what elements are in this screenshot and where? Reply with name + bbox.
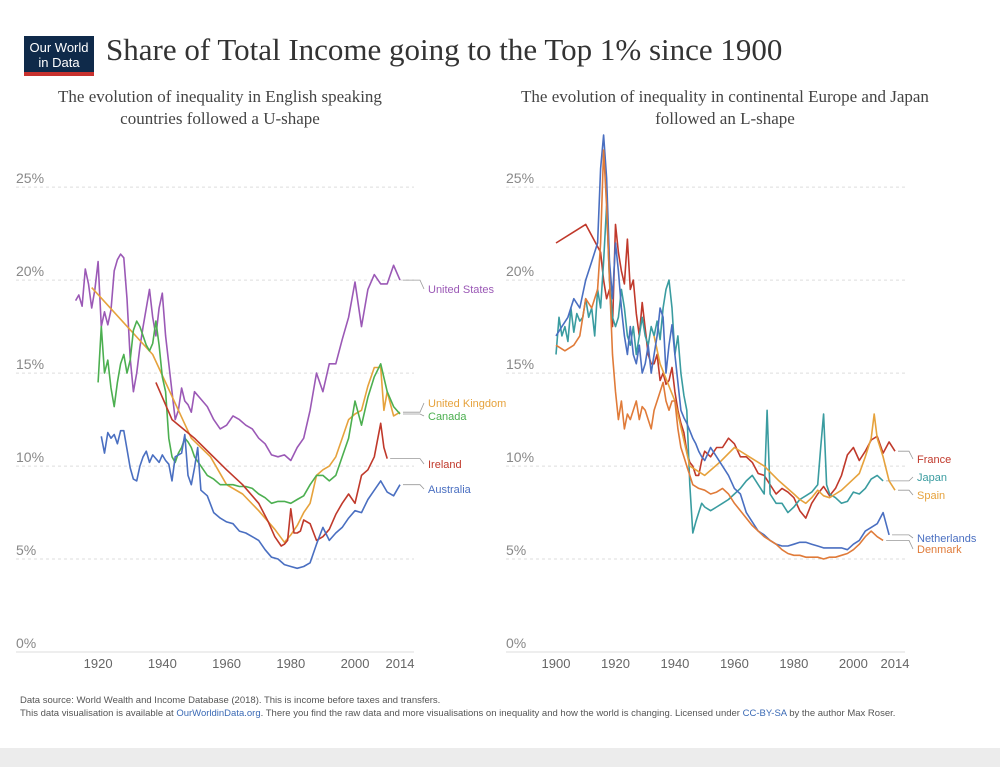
series-label: Denmark: [917, 544, 962, 556]
y-tick-label: 10%: [16, 449, 44, 465]
y-tick-label: 15%: [506, 356, 534, 372]
x-tick-label: 2014: [881, 656, 910, 671]
y-tick-label: 15%: [16, 356, 44, 372]
footer-source: Data source: World Wealth and Income Dat…: [20, 695, 441, 706]
license-link[interactable]: CC-BY-SA: [742, 708, 787, 719]
x-tick-label: 1960: [720, 656, 749, 671]
logo-line-1: Our World: [29, 40, 89, 55]
right-chart-subtitle: The evolution of inequality in continent…: [521, 87, 929, 128]
series-line-denmark: [555, 149, 884, 560]
x-tick-label: 2000: [839, 656, 868, 671]
bottom-band: [0, 748, 1000, 767]
x-tick-label: 1980: [276, 656, 305, 671]
series-label: United States: [428, 284, 495, 296]
logo-line-2: in Data: [38, 55, 80, 70]
x-tick-label: 2000: [341, 656, 370, 671]
series-line-spain: [653, 335, 896, 505]
x-tick-label: 2014: [386, 656, 415, 671]
y-tick-label: 20%: [506, 263, 534, 279]
label-connector: [898, 489, 914, 496]
x-tick-label: 1900: [542, 656, 571, 671]
y-tick-label: 5%: [506, 542, 526, 558]
y-tick-label: 10%: [506, 449, 534, 465]
series-label: Japan: [917, 472, 947, 484]
label-connector: [886, 540, 914, 550]
series-label: France: [917, 454, 951, 466]
series-label: Ireland: [428, 459, 462, 471]
label-connector: [390, 458, 425, 465]
series-line-france: [555, 223, 896, 519]
y-tick-label: 25%: [506, 170, 534, 186]
page-title: Share of Total Income going to the Top 1…: [106, 32, 783, 67]
y-tick-label: 25%: [16, 170, 44, 186]
series-line-united-kingdom: [91, 287, 401, 544]
owid-logo: Our World in Data: [24, 36, 94, 76]
series-label: Canada: [428, 411, 467, 423]
x-tick-label: 1940: [148, 656, 177, 671]
label-connector: [403, 279, 425, 290]
y-tick-label: 0%: [16, 635, 36, 651]
footer-text-b: . There you find the raw data and more v…: [260, 708, 743, 719]
series-label: Spain: [917, 490, 945, 502]
label-connector: [403, 484, 425, 490]
series-line-japan: [555, 205, 884, 534]
label-connector: [403, 413, 425, 417]
left-chart: 0% 5% 10% 15% 20% 25% 1920 1940 1960 1980 2000 2014…: [16, 170, 506, 671]
series-label: Australia: [428, 484, 472, 496]
y-tick-label: 0%: [506, 635, 526, 651]
label-connector: [403, 402, 425, 413]
x-tick-label: 1920: [84, 656, 113, 671]
x-tick-label: 1980: [779, 656, 808, 671]
footer-license: This data visualisation is available at …: [20, 708, 895, 719]
series-line-australia: [100, 429, 401, 570]
x-tick-label: 1960: [212, 656, 241, 671]
y-tick-label: 20%: [16, 263, 44, 279]
left-chart-subtitle: The evolution of inequality in English s…: [58, 87, 382, 128]
series-line-united-states: [74, 253, 401, 462]
series-label: Netherlands: [917, 533, 977, 545]
footer-text-c: by the author Max Roser.: [786, 708, 896, 719]
label-connector: [892, 534, 914, 539]
label-connector: [898, 450, 914, 460]
x-tick-label: 1920: [601, 656, 630, 671]
series-line-ireland: [155, 382, 388, 547]
right-chart: 0% 5% 10% 15% 20% 25% 1900 1920 1940 1960 1980 2000…: [506, 134, 977, 671]
series-line-netherlands: [555, 134, 890, 551]
footer-text-a: This data visualisation is available at: [20, 708, 177, 719]
x-tick-label: 1940: [660, 656, 689, 671]
y-tick-label: 5%: [16, 542, 36, 558]
series-line-canada: [97, 320, 401, 505]
label-connector: [886, 476, 914, 482]
charts-canvas: 0% 5% 10% 15% 20% 25% 1920 1940 1960 1980 2000 2014…: [16, 134, 977, 671]
series-label: United Kingdom: [428, 398, 506, 410]
owid-link[interactable]: OurWorldinData.org: [176, 708, 261, 719]
